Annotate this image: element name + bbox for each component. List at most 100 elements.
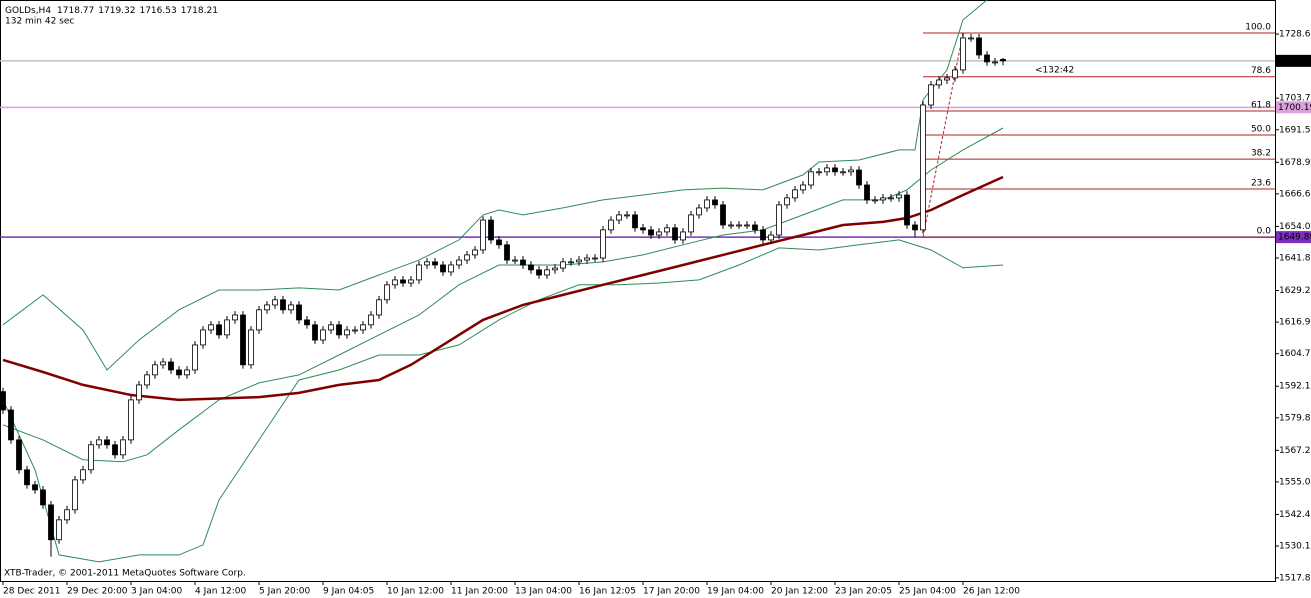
candle-body [352, 329, 358, 332]
price-box-label: 1649.89 [1278, 233, 1311, 243]
candle-body [128, 399, 134, 441]
candle-body [408, 279, 414, 284]
candle-body [960, 37, 966, 71]
y-tick-label: 1728.60 [1279, 30, 1311, 40]
y-tick-label: 1641.80 [1279, 253, 1311, 263]
candle-body [464, 254, 470, 261]
candle-body [864, 184, 870, 201]
candle-body [752, 224, 758, 231]
candle-body [568, 261, 574, 264]
fibo-label: 38.2 [1251, 149, 1271, 159]
x-tick-label: 25 Jan 04:00 [899, 587, 956, 597]
candle-body [448, 264, 454, 273]
y-tick-label: 1567.25 [1279, 446, 1311, 456]
candle-body [664, 227, 670, 233]
x-tick-label: 17 Jan 20:00 [643, 587, 700, 597]
candle-body [320, 329, 326, 341]
y-tick-label: 1530.15 [1279, 542, 1311, 552]
candle-body [824, 167, 830, 173]
candle-body [512, 259, 518, 262]
last-low: 1716.53 [139, 6, 176, 16]
candle-body [840, 171, 846, 174]
symbol: GOLDs,H4 [5, 6, 51, 16]
candle-body [1000, 59, 1006, 62]
indicator-line [2, 239, 1004, 563]
candle-body [504, 244, 510, 261]
candle-body [944, 77, 950, 81]
x-tick-label: 5 Jan 20:00 [259, 587, 311, 597]
candle-body [672, 227, 678, 241]
last-open: 1718.77 [57, 6, 94, 16]
candle-body [872, 199, 878, 202]
candle-body [160, 361, 166, 366]
candle-body [48, 504, 54, 541]
candle-body [952, 69, 958, 79]
candle-body [576, 259, 582, 263]
fibo-label: 61.8 [1251, 100, 1271, 110]
candle-body [256, 309, 262, 331]
candle-body [904, 194, 910, 226]
candle-body [528, 264, 534, 271]
y-tick-label: 1604.70 [1279, 349, 1311, 359]
candle-body [120, 439, 126, 456]
indicator-line [2, 175, 1004, 402]
y-tick-label: 1579.85 [1279, 413, 1311, 423]
y-tick-label: 1691.50 [1279, 125, 1311, 135]
y-tick-label: 1654.05 [1279, 222, 1311, 232]
candle-body [880, 197, 886, 201]
candle-body [16, 439, 22, 471]
fibo-label: 50.0 [1251, 125, 1271, 135]
candle-body [416, 264, 422, 281]
x-tick-label: 10 Jan 12:00 [387, 587, 444, 597]
candle-body [968, 37, 974, 40]
y-tick-label: 1703.75 [1279, 94, 1311, 104]
candle-body [800, 184, 806, 191]
candle-body [136, 384, 142, 401]
x-tick-label: 26 Jan 12:00 [963, 587, 1020, 597]
x-tick-label: 13 Jan 04:00 [515, 587, 572, 597]
candle-body [536, 269, 542, 276]
indicator-line [2, 127, 1004, 463]
candle-body [112, 444, 118, 456]
candle-body [400, 279, 406, 284]
fibo-label: 100.0 [1245, 23, 1271, 33]
candle-body [32, 484, 38, 491]
candle-body [280, 299, 286, 311]
chart-header: GOLDs,H4 1718.77 1719.32 1716.53 1718.21 [5, 6, 218, 16]
candle-body [240, 314, 246, 366]
candle-body [888, 197, 894, 200]
price-box [1276, 101, 1311, 114]
x-tick-label: 19 Jan 04:00 [707, 587, 764, 597]
y-tick-label: 1678.90 [1279, 158, 1311, 168]
y-tick-label: 1592.10 [1279, 382, 1311, 392]
candle-body [856, 169, 862, 186]
fibo-label: 0.0 [1257, 227, 1272, 237]
candle-body [616, 214, 622, 221]
candle-body [288, 304, 294, 311]
y-tick-label: 1542.40 [1279, 510, 1311, 520]
y-tick-label: 1616.95 [1279, 318, 1311, 328]
candle-body [56, 519, 62, 541]
candle-body [552, 267, 558, 271]
candle-body [608, 219, 614, 231]
subtitle: 132 min 42 sec [5, 17, 74, 27]
x-tick-label: 20 Jan 12:00 [771, 587, 828, 597]
candle-body [312, 324, 318, 341]
x-tick-label: 3 Jan 04:00 [131, 587, 183, 597]
footer: XTB-Trader, © 2001-2011 MetaQuotes Softw… [4, 569, 246, 579]
last-close: 1718.21 [181, 6, 218, 16]
candle-body [224, 319, 230, 336]
candle-body [440, 264, 446, 273]
indicator-line [2, 0, 988, 371]
candle-body [272, 299, 278, 306]
candle-body [96, 439, 102, 446]
candle-body [656, 231, 662, 236]
candle-body [384, 284, 390, 301]
candle-body [344, 329, 350, 336]
candle-body [184, 369, 190, 376]
bar-timer: <132:42 [1035, 65, 1074, 75]
candle-body [80, 469, 86, 481]
candle-body [600, 229, 606, 259]
candle-body [208, 324, 214, 331]
candle-body [712, 199, 718, 206]
